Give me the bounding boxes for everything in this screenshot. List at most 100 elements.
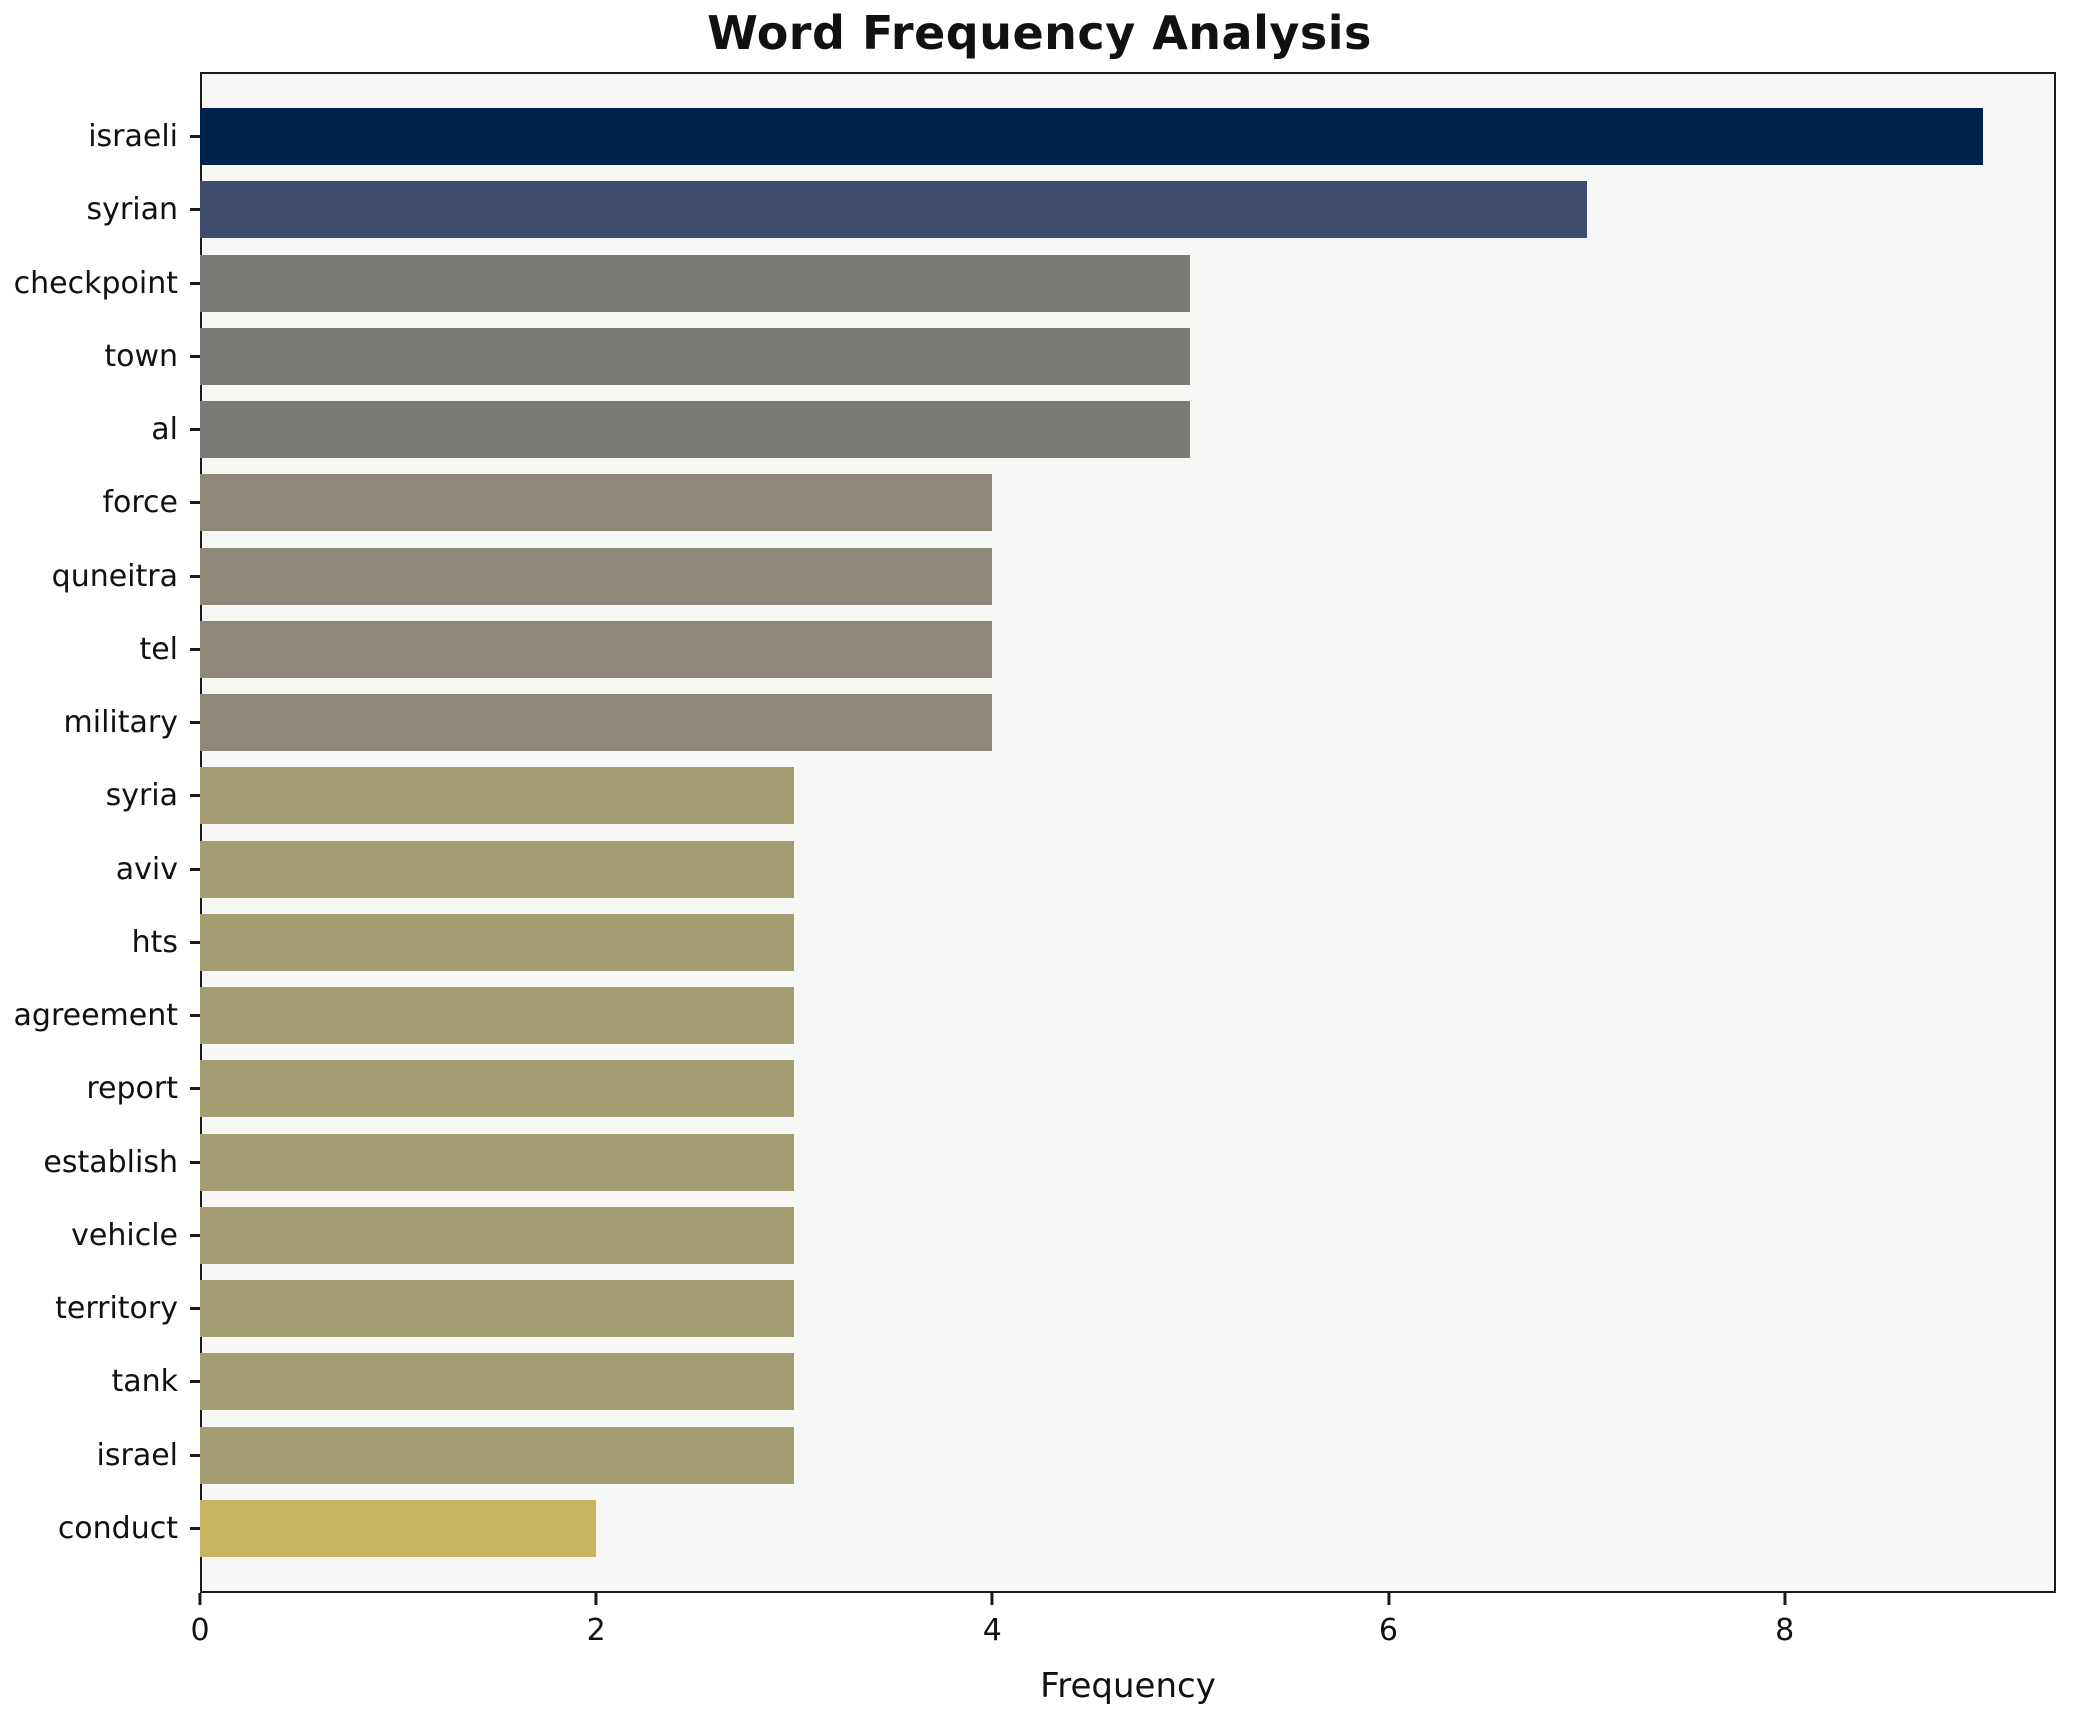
x-tick: 6 [1379, 1593, 1398, 1648]
bar-row: tank [0, 1345, 2056, 1418]
bar [200, 401, 1191, 459]
bar-slot [200, 759, 2056, 832]
bar-row: establish [0, 1126, 2056, 1199]
bar [200, 1280, 795, 1338]
bar-row: israeli [0, 100, 2056, 173]
bars-container: israeli syrian checkpoint town al force quneit… [0, 72, 2056, 1593]
x-tick-label: 2 [586, 1613, 606, 1648]
bar-row: conduct [0, 1492, 2056, 1565]
bar-slot [200, 979, 2056, 1052]
y-tick-label: syria [105, 778, 178, 814]
bar-row: checkpoint [0, 247, 2056, 320]
y-tick-mark [190, 1233, 200, 1237]
y-tick-label: al [151, 412, 178, 448]
y-tick-label: hts [131, 924, 178, 960]
bar-slot [200, 320, 2056, 393]
x-tick-mark [594, 1593, 598, 1605]
y-tick-label: military [63, 705, 178, 741]
bar [200, 1133, 795, 1191]
y-tick-label: israel [96, 1437, 178, 1473]
bar-row: tel [0, 613, 2056, 686]
bar-row: force [0, 466, 2056, 539]
x-tick: 4 [983, 1593, 1002, 1648]
bar [200, 620, 993, 678]
y-tick-label: conduct [57, 1510, 178, 1546]
bar [200, 474, 993, 532]
plot-area [200, 72, 2056, 1593]
bar [200, 547, 993, 605]
x-tick-label: 0 [190, 1613, 210, 1648]
bar-slot [200, 1126, 2056, 1199]
y-tick-mark [190, 1307, 200, 1311]
chart-title: Word Frequency Analysis [707, 6, 1372, 60]
y-tick-label: aviv [115, 851, 178, 887]
bar [200, 913, 795, 971]
y-tick-label: town [104, 338, 178, 374]
y-tick-mark [190, 940, 200, 944]
y-tick-mark [190, 135, 200, 139]
y-tick-mark [190, 281, 200, 285]
x-tick-label: 6 [1378, 1613, 1399, 1648]
y-tick-mark [190, 1087, 200, 1091]
x-tick-mark [990, 1593, 994, 1605]
bar-slot [200, 1492, 2056, 1565]
bar [200, 840, 795, 898]
bar [200, 987, 795, 1045]
y-tick-mark [190, 428, 200, 432]
bar-slot [200, 247, 2056, 320]
bar [200, 1499, 597, 1557]
y-tick-label: report [86, 1071, 178, 1107]
y-tick-label: tel [139, 631, 178, 667]
y-tick-mark [190, 721, 200, 725]
bar-row: quneitra [0, 540, 2056, 613]
bar [200, 1426, 795, 1484]
y-tick-mark [190, 1160, 200, 1164]
bar-slot [200, 393, 2056, 466]
x-tick-label: 4 [982, 1613, 1002, 1648]
bar-slot [200, 686, 2056, 759]
bar-row: territory [0, 1272, 2056, 1345]
bar-row: hts [0, 906, 2056, 979]
x-tick: 8 [1775, 1593, 1794, 1648]
y-tick-label: israeli [88, 119, 178, 155]
x-tick-label: 8 [1775, 1613, 1795, 1648]
bar-slot [200, 1272, 2056, 1345]
bar-row: town [0, 320, 2056, 393]
bar-slot [200, 1052, 2056, 1125]
bar-row: vehicle [0, 1199, 2056, 1272]
y-tick-mark [190, 501, 200, 505]
y-tick-label: force [102, 485, 178, 521]
y-tick-mark [190, 647, 200, 651]
bar-slot [200, 173, 2056, 246]
bar-slot [200, 540, 2056, 613]
y-tick-mark [190, 1380, 200, 1384]
x-tick: 0 [190, 1593, 210, 1648]
bar-slot [200, 613, 2056, 686]
bar [200, 254, 1191, 312]
bar [200, 1353, 795, 1411]
bar-row: agreement [0, 979, 2056, 1052]
x-axis: 0 2 4 6 8 [190, 1593, 2056, 1663]
y-tick-label: tank [111, 1364, 178, 1400]
bar [200, 694, 993, 752]
bar [200, 1060, 795, 1118]
bar-row: israel [0, 1419, 2056, 1492]
y-tick-label: syrian [86, 192, 178, 228]
y-tick-mark [190, 1526, 200, 1530]
bar-slot [200, 100, 2056, 173]
y-tick-mark [190, 1014, 200, 1018]
y-tick-mark [190, 574, 200, 578]
bar [200, 108, 1983, 166]
y-tick-mark [190, 1453, 200, 1457]
bar [200, 181, 1587, 239]
bar [200, 767, 795, 825]
y-tick-label: establish [43, 1144, 178, 1180]
bar-row: report [0, 1052, 2056, 1125]
bar-slot [200, 1345, 2056, 1418]
x-tick-mark [198, 1593, 202, 1605]
bar [200, 327, 1191, 385]
bar-row: syrian [0, 173, 2056, 246]
x-axis-label: Frequency [1040, 1666, 1216, 1706]
y-tick-mark [190, 867, 200, 871]
